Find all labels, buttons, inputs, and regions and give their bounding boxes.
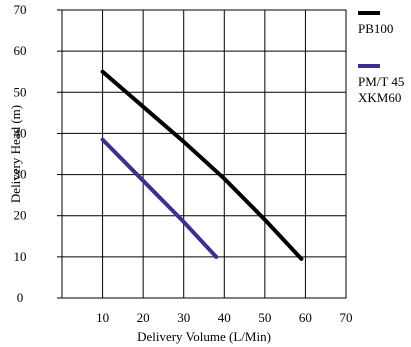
y-tick-label: 0 (17, 290, 24, 305)
series-line-1 (100, 137, 219, 259)
x-tick-label: 60 (299, 310, 312, 325)
grid (62, 10, 346, 298)
x-tick-label: 50 (258, 310, 271, 325)
tick-labels: 10 20 30 40 50 60 70 0 10 20 30 40 50 60 70 (14, 2, 353, 325)
y-tick-label: 20 (14, 208, 27, 223)
legend-swatch-0 (358, 11, 380, 15)
series-line-0 (100, 69, 304, 261)
y-tick-label: 70 (14, 2, 27, 17)
x-tick-label: 40 (218, 310, 231, 325)
x-axis-label: Delivery Volume (L/Min) (137, 329, 271, 344)
axes (57, 9, 347, 299)
legend-label-0: PB100 (358, 21, 393, 36)
y-tick-label: 10 (14, 249, 27, 264)
x-tick-label: 20 (137, 310, 150, 325)
x-tick-label: 10 (96, 310, 109, 325)
series-lines (100, 69, 304, 261)
y-tick-label: 40 (14, 125, 27, 140)
x-tick-label: 70 (340, 310, 353, 325)
y-tick-label: 50 (14, 84, 27, 99)
plot-frame (61, 9, 347, 299)
y-tick-label: 30 (14, 167, 27, 182)
y-tick-label: 60 (14, 43, 27, 58)
x-tick-label: 30 (177, 310, 190, 325)
legend-label-1: XKM60 (358, 90, 401, 105)
y-axis-label: Delivery Head (m) (8, 105, 23, 203)
legend-label-1: PM/T 45 (358, 74, 404, 89)
legend-swatch-1 (358, 64, 380, 68)
